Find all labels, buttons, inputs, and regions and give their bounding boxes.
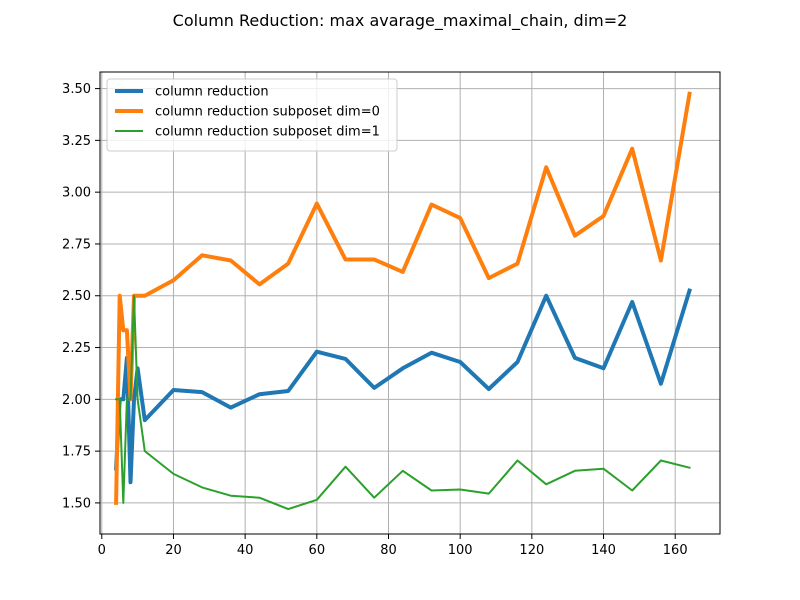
y-tick-label: 3.25 bbox=[62, 134, 91, 149]
plot-frame bbox=[99, 71, 721, 535]
x-tick-label: 0 bbox=[98, 543, 106, 558]
x-tick-label: 140 bbox=[591, 543, 616, 558]
y-tick-label: 2.75 bbox=[62, 237, 91, 252]
legend: column reduction column reduction subpose… bbox=[106, 78, 398, 152]
legend-label-0: column reduction bbox=[155, 85, 269, 100]
y-tick-label: 2.50 bbox=[62, 289, 91, 304]
y-axis: 1.50 1.75 2.00 2.25 2.50 2.75 3.00 3.25 3.50 bbox=[62, 82, 100, 511]
y-tick-label: 1.75 bbox=[62, 445, 91, 460]
y-tick-label: 2.00 bbox=[62, 393, 91, 408]
x-tick-label: 80 bbox=[380, 543, 397, 558]
y-tick-label: 1.50 bbox=[62, 496, 91, 511]
x-tick-label: 120 bbox=[519, 543, 544, 558]
legend-label-2: column reduction subposet dim=1 bbox=[155, 125, 380, 140]
legend-label-1: column reduction subposet dim=0 bbox=[155, 105, 380, 120]
legend-box bbox=[106, 78, 398, 152]
y-tick-label: 3.50 bbox=[62, 82, 91, 97]
x-axis: 0 20 40 60 80 100 120 140 160 bbox=[98, 534, 688, 558]
y-tick-label: 3.00 bbox=[62, 186, 91, 201]
series-line-2 bbox=[115, 294, 691, 511]
series-line-0 bbox=[113, 288, 692, 485]
x-tick-label: 160 bbox=[663, 543, 688, 558]
y-tick-label: 2.25 bbox=[62, 341, 91, 356]
x-tick-label: 100 bbox=[448, 543, 473, 558]
x-tick-label: 60 bbox=[309, 543, 326, 558]
x-tick-label: 40 bbox=[237, 543, 254, 558]
x-tick-label: 20 bbox=[165, 543, 182, 558]
chart-title: Column Reduction: max avarage_maximal_ch… bbox=[173, 11, 628, 31]
series-group bbox=[113, 91, 692, 511]
grid bbox=[100, 72, 720, 534]
